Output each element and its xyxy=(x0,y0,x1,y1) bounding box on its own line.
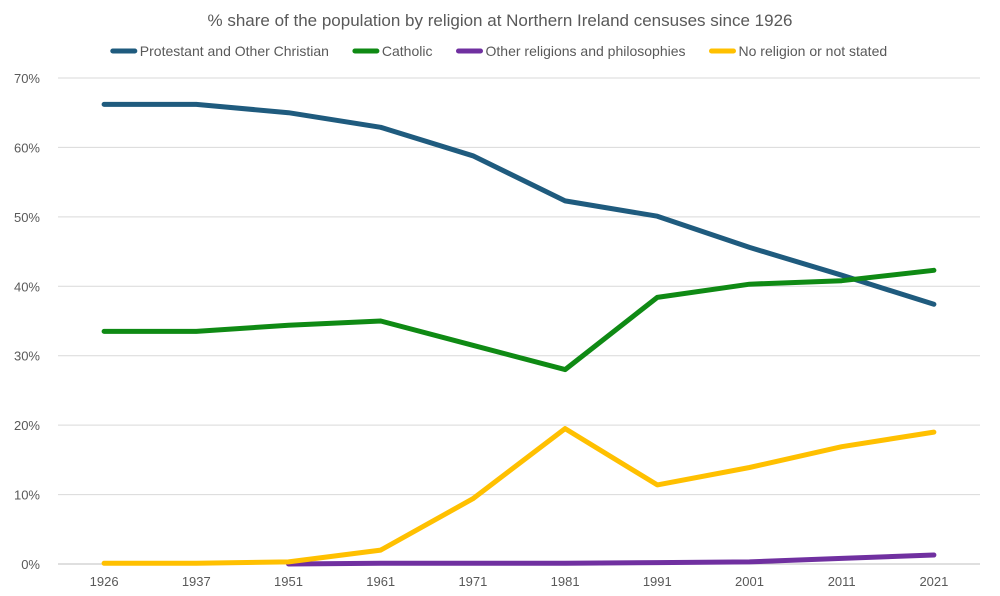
chart-title: % share of the population by religion at… xyxy=(208,11,793,30)
legend-item: Other religions and philosophies xyxy=(456,43,686,59)
x-tick-label: 1981 xyxy=(551,574,580,589)
gridlines xyxy=(58,77,980,565)
series-line-1 xyxy=(101,101,937,307)
legend-label: No religion or not stated xyxy=(739,43,888,59)
y-tick-label: 30% xyxy=(14,349,40,364)
y-tick-label: 70% xyxy=(14,71,40,86)
legend-item: Protestant and Other Christian xyxy=(110,43,329,59)
x-tick-label: 1926 xyxy=(90,574,119,589)
y-tick-label: 10% xyxy=(14,488,40,503)
chart-legend: Protestant and Other Christian Catholic Ot… xyxy=(110,43,888,59)
x-tick-label: 2011 xyxy=(828,574,856,589)
x-tick-label: 1937 xyxy=(182,574,211,589)
x-tick-label: 1991 xyxy=(643,574,672,589)
y-tick-label: 0% xyxy=(21,557,40,572)
x-tick-label: 2001 xyxy=(735,574,764,589)
y-tick-label: 60% xyxy=(14,140,40,155)
y-axis-ticks: 0% 10% 20% 30% 40% 50% 60% 70% xyxy=(14,71,40,572)
legend-label: Protestant and Other Christian xyxy=(140,43,329,59)
series-line-4 xyxy=(101,426,937,566)
x-tick-label: 1971 xyxy=(458,574,487,589)
series-line-3 xyxy=(286,552,937,567)
x-tick-label: 1951 xyxy=(274,574,303,589)
x-tick-label: 1961 xyxy=(366,574,395,589)
legend-label: Catholic xyxy=(382,43,433,59)
x-tick-label: 2021 xyxy=(919,574,948,589)
legend-item: Catholic xyxy=(352,43,433,59)
legend-item: No religion or not stated xyxy=(709,43,888,59)
y-tick-label: 20% xyxy=(14,418,40,433)
series-lines xyxy=(101,101,937,567)
series-line-2 xyxy=(101,267,937,373)
x-axis-ticks: 1926 1937 1951 1961 1971 1981 1991 2001 2011 2021 xyxy=(90,574,949,589)
y-tick-label: 50% xyxy=(14,210,40,225)
y-tick-label: 40% xyxy=(14,279,40,294)
legend-label: Other religions and philosophies xyxy=(486,43,686,59)
